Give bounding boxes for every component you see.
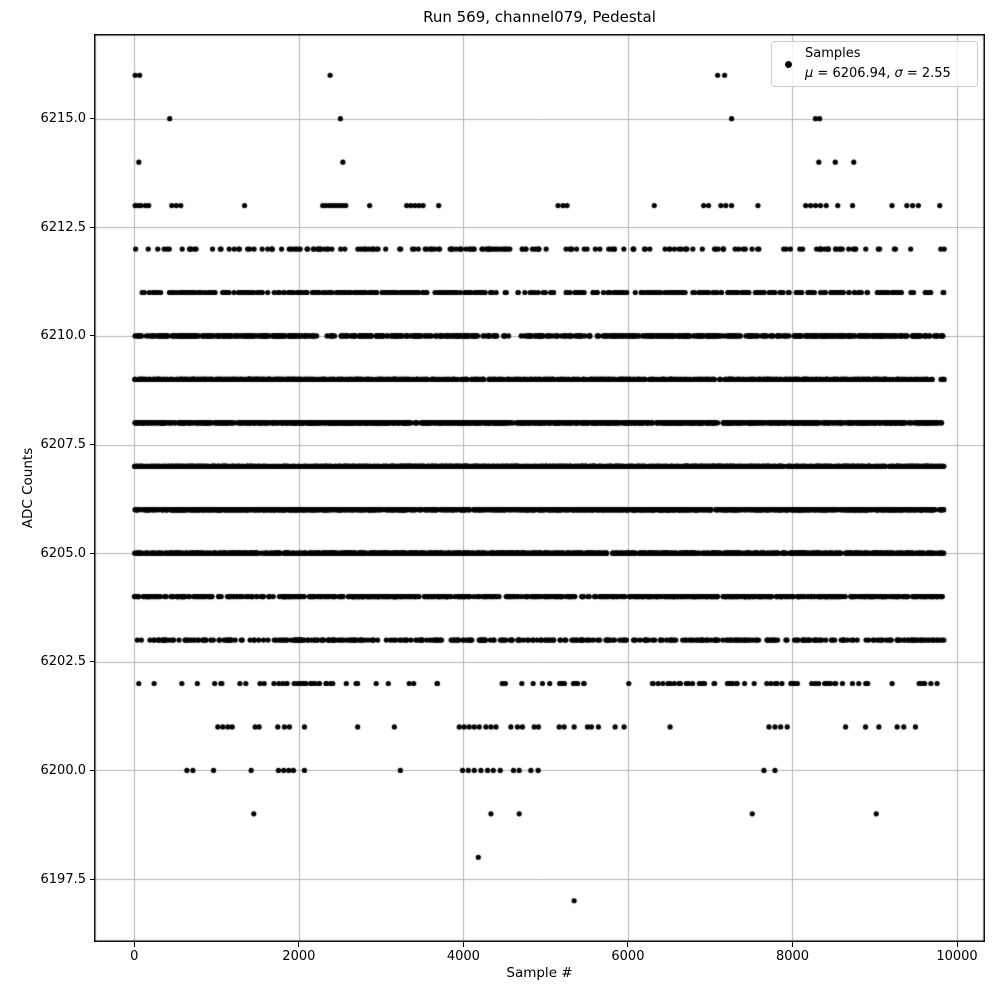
legend-text: Samples μ = 6206.94, σ = 2.55	[805, 44, 951, 84]
x-tick-mark	[791, 942, 793, 947]
x-axis-label: Sample #	[506, 965, 573, 981]
x-tick-label: 4000	[446, 949, 480, 964]
sigma-value: = 2.55	[902, 66, 951, 81]
x-tick-mark	[298, 942, 300, 947]
x-tick-label: 2000	[282, 949, 316, 964]
mu-symbol: μ	[805, 66, 814, 81]
y-tick-label: 6197.5	[40, 871, 87, 887]
legend: Samples μ = 6206.94, σ = 2.55	[771, 41, 978, 87]
y-tick-label: 6202.5	[40, 654, 87, 670]
y-tick-label: 6215.0	[40, 111, 87, 127]
x-tick-label: 8000	[775, 949, 810, 964]
x-tick-mark	[956, 942, 958, 947]
legend-marker-dot	[785, 60, 792, 68]
plot-area	[94, 34, 985, 942]
sigma-symbol: σ	[894, 66, 903, 81]
x-tick-mark	[462, 942, 464, 947]
y-axis-label: ADC Counts	[20, 447, 36, 529]
scatter-canvas	[94, 34, 985, 942]
x-tick-label: 0	[130, 949, 139, 964]
mu-value: = 6206.94,	[813, 66, 895, 81]
chart-title: Run 569, channel079, Pedestal	[423, 8, 656, 26]
y-tick-label: 6205.0	[40, 545, 87, 561]
x-tick-mark	[627, 942, 629, 947]
legend-series-label: Samples	[805, 46, 861, 61]
x-tick-label: 10000	[936, 949, 978, 964]
y-tick-label: 6212.5	[40, 219, 87, 235]
x-tick-label: 6000	[611, 949, 645, 964]
x-tick-mark	[133, 942, 135, 947]
legend-stats-label: μ = 6206.94, σ = 2.55	[805, 64, 951, 84]
y-tick-label: 6210.0	[40, 328, 87, 344]
y-tick-label: 6200.0	[40, 762, 87, 778]
